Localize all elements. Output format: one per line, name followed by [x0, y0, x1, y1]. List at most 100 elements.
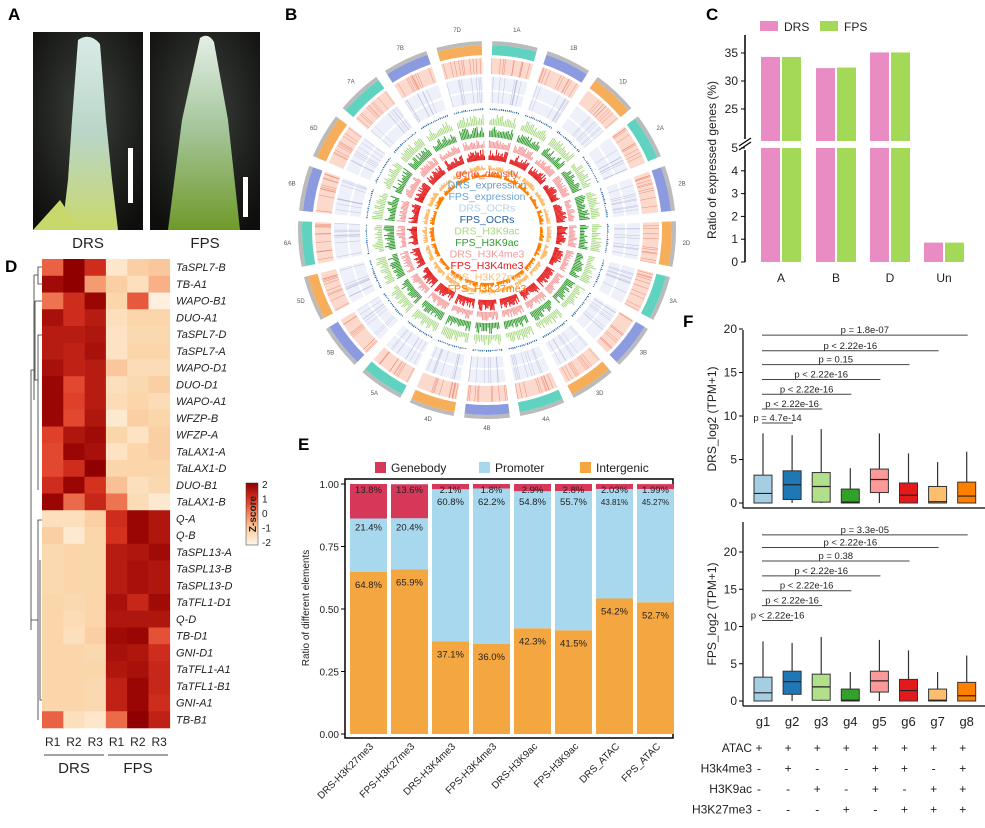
heatmap-cell: [84, 644, 107, 662]
gene-density-track: [537, 67, 580, 99]
expression-mark: [531, 348, 541, 374]
signal-track: [552, 175, 570, 198]
heatmap-cell: [84, 610, 107, 628]
expression-mark: [354, 152, 378, 167]
y-axis-label: DRS_log2 (TPM+1): [705, 366, 719, 471]
gene-density-mark: [327, 288, 343, 295]
gene-density-mark: [635, 176, 651, 182]
gene-density-mark: [640, 196, 656, 201]
expression-mark: [468, 356, 472, 382]
expression-mark: [392, 329, 409, 351]
chromosome-tick-ring: [298, 165, 313, 212]
gene-density-mark: [499, 58, 501, 75]
fps-expression-track: [575, 296, 605, 329]
gene-density-mark: [377, 96, 389, 110]
gene-density-mark: [492, 385, 494, 402]
heatmap-cell: [42, 326, 64, 344]
gene-density-mark: [540, 376, 547, 392]
gene-density-mark: [503, 385, 507, 401]
chromosome-label: 4B: [483, 426, 490, 432]
column-label: R2: [130, 735, 146, 749]
heatmap-cell: [105, 359, 128, 377]
expression-mark: [583, 312, 604, 330]
mark-indicator: +: [785, 762, 792, 776]
fps-expression-track: [450, 92, 484, 108]
expression-mark: [334, 223, 361, 225]
gene-density-mark: [618, 312, 633, 322]
heatmap-cell: [84, 326, 107, 344]
expression-mark: [603, 168, 628, 180]
mark-indicator: -: [757, 762, 761, 776]
gene-density-mark: [600, 337, 613, 349]
heatmap-cell: [42, 493, 64, 511]
chromosome-band-7D: [437, 45, 483, 62]
data-label: 45.27%: [642, 498, 669, 507]
heatmap-cell: [63, 661, 85, 679]
column-label: R1: [45, 735, 61, 749]
chromosome-band-1B: [543, 54, 587, 83]
gene-density-mark: [323, 279, 340, 285]
chromosome-tick-ring: [546, 51, 590, 75]
gene-density-mark: [330, 294, 346, 302]
box-g6: [899, 482, 918, 504]
expression-mark: [584, 310, 606, 328]
heatmap-cell: [127, 644, 149, 662]
fps-expression-track: [611, 223, 626, 257]
bar-segment-genebody: [637, 484, 674, 490]
gene-density-track: [416, 372, 460, 400]
expression-mark: [342, 179, 368, 189]
gene-density-mark: [564, 365, 573, 380]
expression-mark: [557, 335, 573, 357]
data-label: 60.8%: [437, 497, 464, 508]
expression-mark: [468, 356, 472, 382]
expression-mark: [337, 198, 363, 205]
drs-expression-track: [551, 335, 588, 366]
heatmap-cell: [105, 292, 128, 310]
y-tick-label: 0.25: [320, 668, 340, 679]
mark-indicator: +: [930, 741, 937, 755]
track-label: FPS_H3K4me3: [451, 260, 524, 272]
p-value-label: p < 2.22e-16: [751, 611, 805, 622]
signal-track: [471, 173, 486, 180]
gene-density-mark: [590, 101, 602, 114]
panel-label-f: F: [683, 312, 693, 331]
y-tick-label: 15: [724, 582, 738, 596]
heatmap-cell: [63, 275, 85, 293]
expression-mark: [608, 266, 634, 275]
heatmap-cell: [84, 460, 107, 478]
panel-a-photo-fps: [150, 32, 260, 230]
heatmap-cell: [63, 711, 85, 729]
y-tick-label: 10: [724, 620, 738, 634]
signal-track: [451, 304, 474, 319]
heatmap-cell: [63, 393, 85, 411]
chromosome-label: 1A: [513, 28, 520, 34]
data-label: 43.81%: [601, 498, 628, 507]
expression-mark: [370, 130, 391, 148]
heatmap-cell: [148, 644, 171, 662]
scale-bar: [128, 148, 133, 203]
y-tick-label: 25: [725, 102, 739, 116]
gene-density-mark: [601, 112, 614, 124]
expression-mark: [599, 159, 624, 173]
heatmap-cell: [63, 426, 85, 444]
heatmap-cell: [63, 376, 85, 394]
y-tick-label: 30: [725, 74, 739, 88]
chromosome-tick-ring: [616, 326, 648, 365]
gene-density-mark: [546, 373, 554, 389]
signal-track: [475, 322, 500, 334]
chromosome-label: 1D: [619, 79, 627, 85]
heatmap-cell: [42, 376, 64, 394]
signal-track: [452, 169, 468, 180]
chromosome-band-1A: [491, 45, 537, 62]
gene-label: WFZP-A: [176, 430, 218, 442]
chromosome-band-2A: [626, 118, 658, 162]
gene-density-mark: [360, 112, 374, 124]
expression-mark: [362, 304, 385, 320]
p-value-label: p < 2.22e-16: [765, 596, 819, 607]
fps-expression-track: [545, 325, 579, 353]
expression-mark: [353, 154, 377, 168]
mark-indicator: +: [901, 762, 908, 776]
fps-expression-track: [412, 99, 447, 124]
chromosome-label: 3D: [596, 391, 604, 397]
gene-density-mark: [641, 251, 658, 255]
